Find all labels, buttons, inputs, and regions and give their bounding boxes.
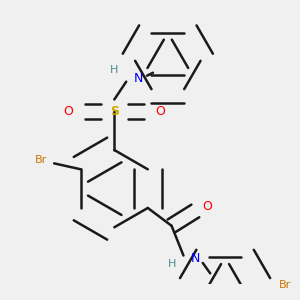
Text: S: S (110, 105, 119, 118)
Text: O: O (63, 105, 73, 118)
Text: O: O (202, 200, 212, 213)
Text: Br: Br (278, 280, 291, 290)
Text: H: H (167, 260, 176, 269)
Text: Br: Br (34, 155, 47, 165)
Text: O: O (155, 105, 165, 118)
Text: N: N (134, 72, 143, 85)
Text: H: H (110, 65, 118, 75)
Text: N: N (191, 252, 200, 265)
